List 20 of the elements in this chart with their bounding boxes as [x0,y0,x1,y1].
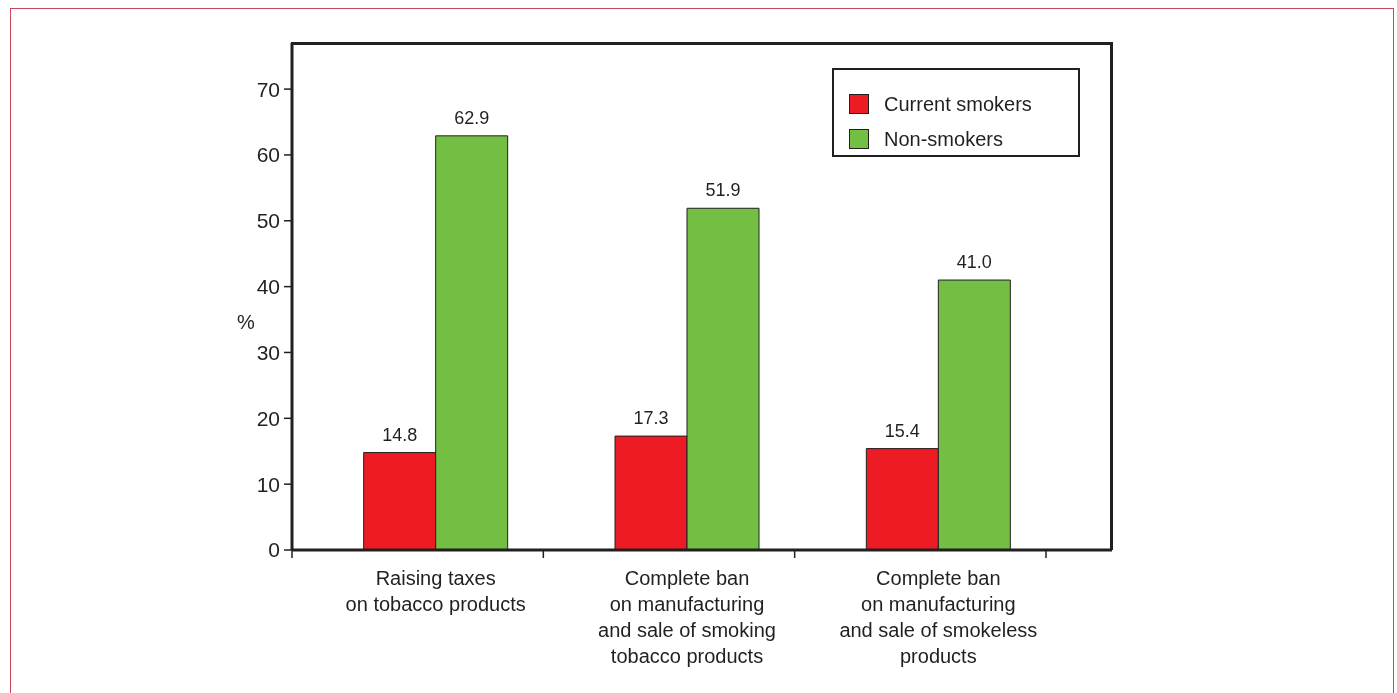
y-tick-label: 70 [256,77,280,101]
data-label: 41.0 [956,252,992,273]
legend-label: Current smokers [884,92,1032,115]
y-tick-label: 60 [256,143,280,167]
y-tick-label: 0 [268,538,280,562]
x-tick-label: Raising taxes on tobacco products [345,567,526,615]
y-tick-label: 40 [256,275,280,299]
y-tick-label: 20 [256,406,280,430]
y-tick-label: 10 [256,472,280,496]
data-label: 14.8 [382,424,418,445]
data-label: 51.9 [705,180,741,201]
y-tick-label: 30 [256,340,280,364]
x-tick-label: Complete ban on manufacturing and sale of smokeless products [839,567,1038,667]
data-label: 15.4 [884,420,920,441]
y-tick-label: 50 [256,209,280,233]
x-tick-label: Complete ban on manufacturing and sale of smoking tobacco products [598,567,776,667]
data-label: 17.3 [633,408,669,429]
legend-label: Non-smokers [884,127,1003,150]
data-label: 62.9 [454,107,490,128]
y-axis-title: % [237,310,255,333]
